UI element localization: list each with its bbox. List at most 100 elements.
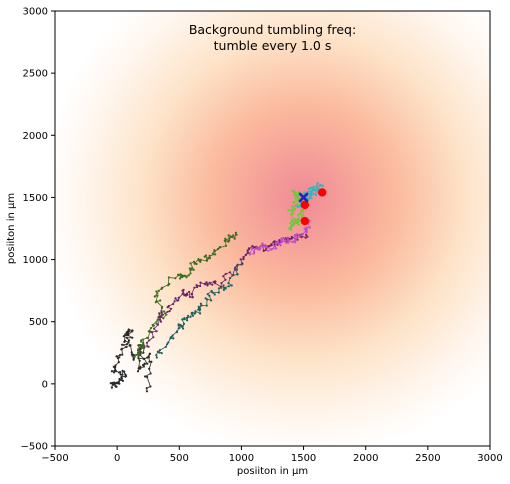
trajectory-point (182, 327, 185, 330)
trajectory-point (306, 190, 309, 194)
trajectory-point (158, 312, 161, 315)
trajectory-point (199, 258, 202, 261)
y-tick-label: 2000 (23, 131, 48, 142)
x-tick-label: 3000 (477, 453, 502, 464)
trajectory-point (188, 267, 191, 270)
trajectory-point (126, 331, 129, 335)
trajectory-point (208, 254, 211, 257)
trajectory-point (305, 230, 308, 234)
trajectory-point (214, 253, 217, 256)
trajectory-point (294, 218, 297, 221)
trajectory-point (171, 334, 174, 337)
trajectory-point (305, 226, 309, 229)
trajectory-point (189, 262, 192, 265)
trajectory-point (177, 273, 180, 276)
trajectory-point (148, 367, 151, 370)
trajectory-point (192, 268, 195, 271)
trajectory-point (290, 240, 294, 243)
trajectory-point (298, 219, 302, 222)
trajectory-point (227, 285, 230, 288)
y-tick-label: 3000 (23, 7, 48, 18)
endpoint-marker (318, 188, 327, 197)
trajectory-point (139, 365, 142, 368)
y-tick-label: 0 (42, 379, 48, 390)
trajectory-point (220, 286, 223, 289)
trajectory-point (288, 227, 291, 230)
y-tick-label: 1000 (23, 255, 48, 266)
trajectories (109, 182, 325, 393)
trajectory-point (170, 336, 173, 339)
trajectory-point (138, 343, 141, 347)
trajectory-point (191, 311, 194, 314)
chart-title-line-2: tumble every 1.0 s (214, 38, 332, 53)
trajectory-point (179, 273, 182, 276)
trajectory-point (153, 295, 156, 298)
trajectory-point (224, 272, 227, 276)
trajectory-point (208, 294, 211, 297)
trajectory-point (251, 245, 254, 248)
trajectory-point (192, 260, 196, 263)
trajectory-point (167, 276, 170, 279)
trajectory-point (122, 335, 125, 338)
trajectory-point (174, 277, 177, 280)
trajectory-point (290, 213, 293, 216)
trajectory-point (121, 369, 124, 372)
trajectory-point (144, 375, 147, 378)
trajectory-point (287, 241, 290, 244)
y-tick-label: 2500 (23, 69, 48, 80)
trajectory-point (211, 291, 214, 294)
trajectory-point (164, 345, 167, 348)
trajectory-point (271, 247, 274, 250)
trajectory-point (143, 362, 146, 365)
trajectory-point (197, 305, 200, 308)
trajectory-point (295, 237, 298, 240)
trajectory-point (299, 212, 302, 215)
trajectory-point (190, 267, 193, 270)
trajectory-point (156, 294, 159, 297)
trajectory-point (146, 345, 149, 348)
trajectory-point (170, 307, 173, 310)
trajectory-point (113, 382, 116, 386)
plot-frame (54, 10, 491, 447)
endpoints (300, 188, 327, 226)
trajectory-point (125, 336, 128, 339)
trajectory-point (181, 292, 184, 295)
trajectory-point (120, 377, 124, 380)
chart-title-line-1: Background tumbling freq: (189, 22, 356, 37)
trajectory-point (305, 233, 308, 236)
trajectory-point (281, 240, 284, 243)
trajectory-point (306, 235, 309, 238)
trajectory-point (231, 235, 234, 239)
trajectory-point (124, 339, 127, 342)
trajectory-point (261, 242, 264, 245)
trajectory-point (236, 263, 239, 266)
trajectory-point (155, 356, 158, 359)
y-axis-ticks: −500 0 500 1000 1500 2000 2500 3000 (21, 7, 55, 453)
trajectory-point (203, 255, 206, 258)
trajectory-point (111, 381, 114, 385)
trajectory-point (294, 219, 297, 222)
trajectory-2 (132, 231, 238, 359)
trajectory-point (316, 182, 319, 185)
trajectory-point (125, 343, 129, 346)
trajectory-point (148, 352, 151, 355)
trajectory-point (300, 234, 303, 237)
trajectory-point (290, 235, 293, 239)
trajectory-point (143, 357, 146, 360)
trajectory-point (216, 248, 219, 251)
trajectory-point (148, 360, 151, 363)
plot-background (55, 11, 490, 446)
trajectory-point (189, 315, 192, 318)
trajectory-point (253, 247, 256, 250)
trajectory-point (128, 330, 131, 333)
trajectory-point (223, 286, 226, 289)
trajectory-point (256, 246, 259, 249)
trajectory-point (141, 338, 144, 341)
trajectory-point (291, 212, 294, 215)
trajectory-point (159, 320, 163, 323)
trajectory-point (287, 239, 291, 242)
trajectory-point (205, 281, 208, 284)
trajectory-point (240, 263, 243, 266)
trajectory-point (183, 274, 186, 277)
trajectory-point (167, 341, 170, 344)
